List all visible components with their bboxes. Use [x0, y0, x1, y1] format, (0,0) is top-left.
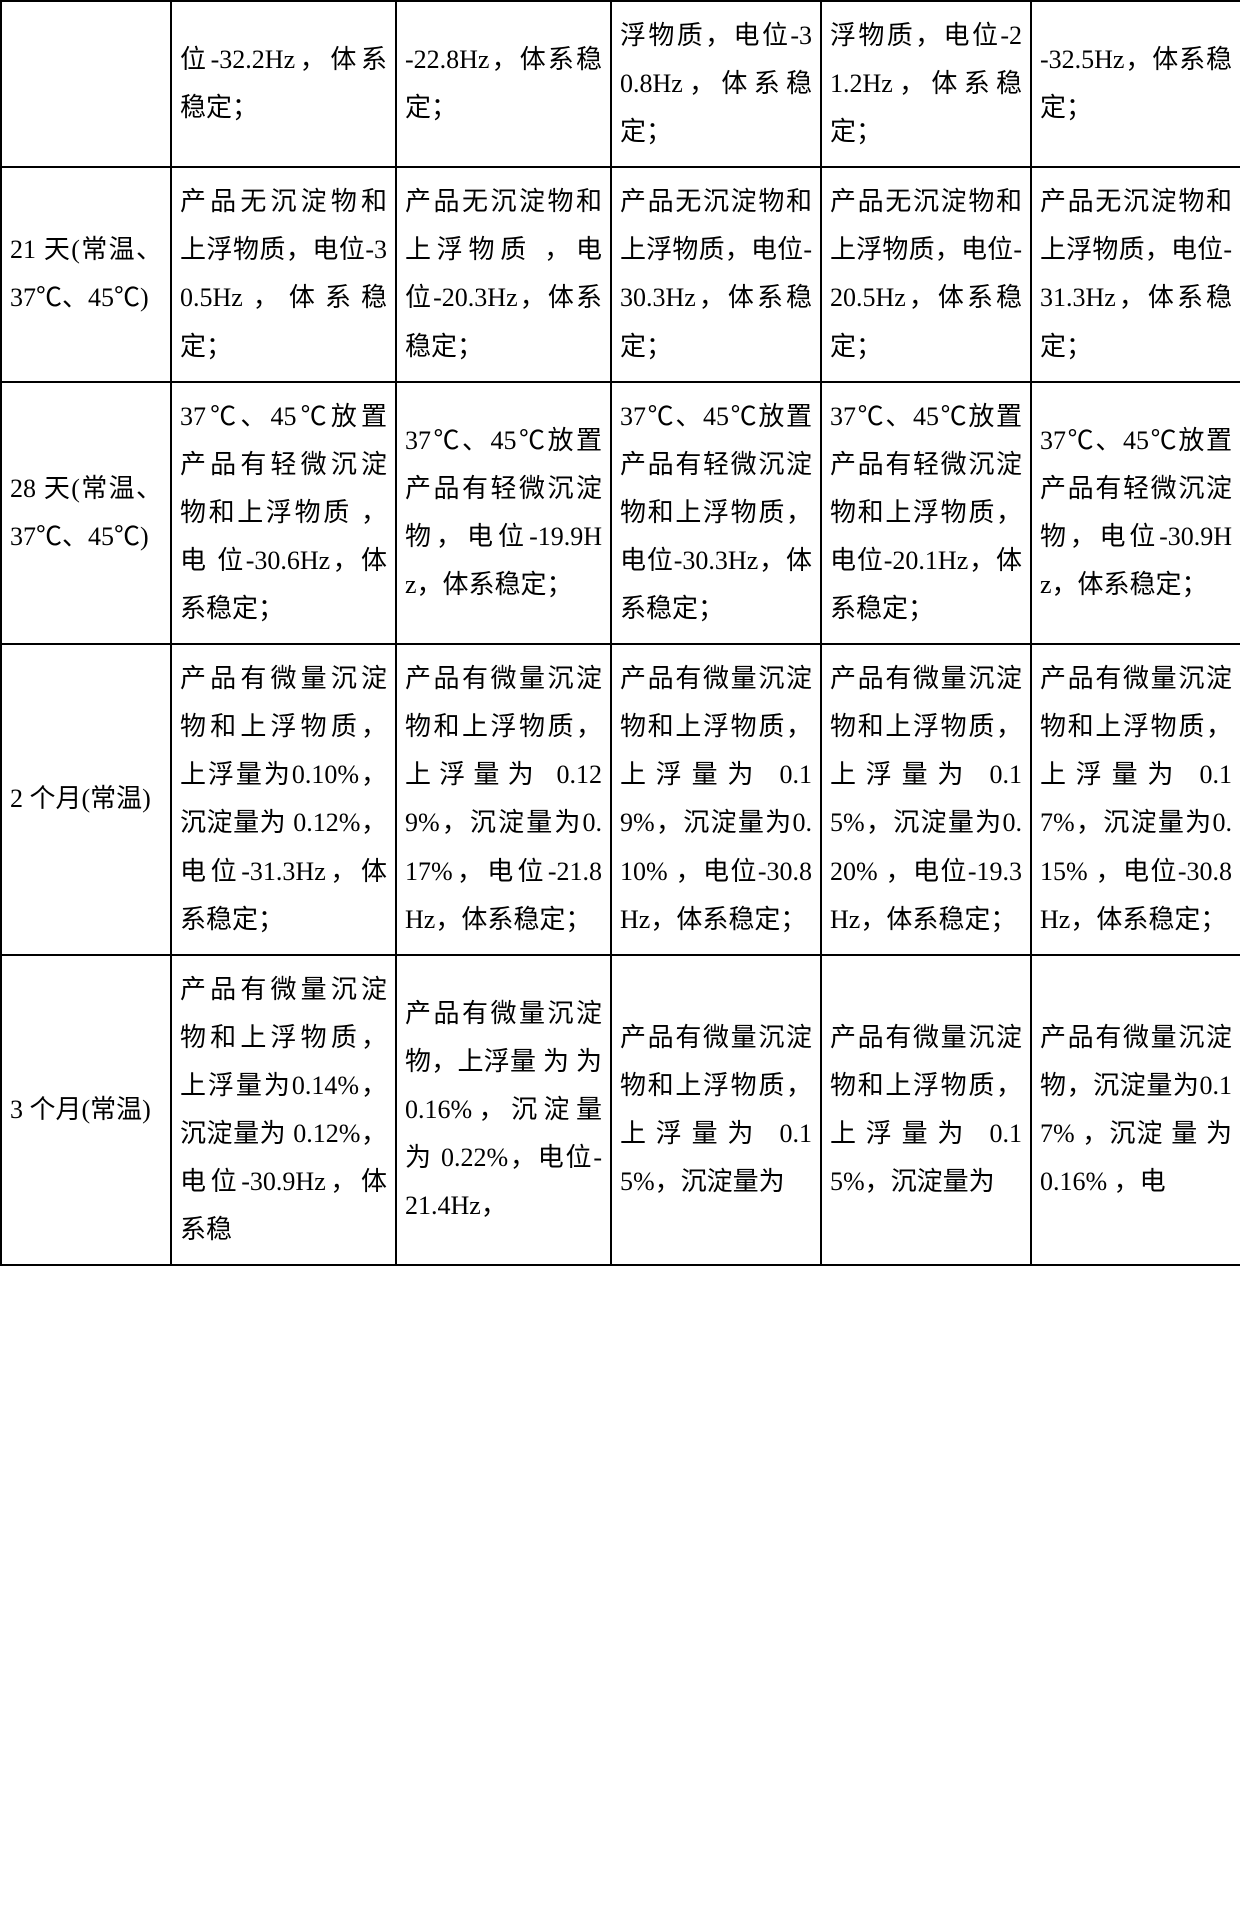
cell: 产品无沉淀物和上浮物质，电位-30.3Hz，体系稳定； [611, 167, 821, 381]
table-row: 21 天(常温、37℃、45℃) 产品无沉淀物和上浮物质，电位-30.5Hz，体… [1, 167, 1240, 381]
row-label: 21 天(常温、37℃、45℃) [1, 167, 171, 381]
cell: -32.5Hz，体系稳定； [1031, 1, 1240, 167]
cell: 产品无沉淀物和上浮物质 ，电 位-20.3Hz，体系稳定； [396, 167, 611, 381]
cell: 产品有微量沉淀物和上浮物质，上浮量为0.10%，沉淀量为 0.12%，电位-31… [171, 644, 396, 955]
table-row: 3 个月(常温) 产品有微量沉淀物和上浮物质，上浮量为0.14%，沉淀量为 0.… [1, 955, 1240, 1266]
table-row: 位-32.2Hz，体系稳定； -22.8Hz，体系稳定； 浮物质，电位-30.8… [1, 1, 1240, 167]
cell: 37℃、45℃放置产品有轻微沉淀物和上浮物质，电位-20.1Hz，体系稳定； [821, 382, 1031, 644]
cell: 浮物质，电位-30.8Hz，体系稳定； [611, 1, 821, 167]
row-label [1, 1, 171, 167]
cell: 37℃、45℃放置产品有轻微沉淀物和上浮物质，电位-30.3Hz，体系稳定； [611, 382, 821, 644]
cell: 37℃、45℃放置产品有轻微沉淀物，电位-30.9Hz，体系稳定； [1031, 382, 1240, 644]
cell: -22.8Hz，体系稳定； [396, 1, 611, 167]
cell: 产品有微量沉淀物和上浮物质，上浮量为 0.19%，沉淀量为0.10% ，电位-3… [611, 644, 821, 955]
cell: 产品有微量沉淀物和上浮物质，上浮量为 0.15%，沉淀量为 [821, 955, 1031, 1266]
cell: 产品无沉淀物和上浮物质，电位-31.3Hz，体系稳定； [1031, 167, 1240, 381]
cell: 37℃、45℃放置产品有轻微沉淀物，电位-19.9Hz，体系稳定； [396, 382, 611, 644]
cell: 产品有微量沉淀物和上浮物质，上浮量为 0.15%，沉淀量为0.20% ，电位-1… [821, 644, 1031, 955]
cell: 产品有微量沉淀物，上浮量 为 为0.16%，沉淀量为 0.22%，电位-21.4… [396, 955, 611, 1266]
cell: 37℃、45℃放置产品有轻微沉淀物和上浮物质 ，电 位-30.6Hz，体系稳定； [171, 382, 396, 644]
cell: 产品有微量沉淀物和上浮物质，上浮量为 0.15%，沉淀量为 [611, 955, 821, 1266]
cell: 位-32.2Hz，体系稳定； [171, 1, 396, 167]
row-label: 2 个月(常温) [1, 644, 171, 955]
table-row: 28 天(常温、37℃、45℃) 37℃、45℃放置产品有轻微沉淀物和上浮物质 … [1, 382, 1240, 644]
row-label: 28 天(常温、37℃、45℃) [1, 382, 171, 644]
cell: 产品有微量沉淀物和上浮物质，上浮量为 0.129%，沉淀量为0.17%，电位-2… [396, 644, 611, 955]
cell: 产品无沉淀物和上浮物质，电位-20.5Hz，体系稳定； [821, 167, 1031, 381]
row-label: 3 个月(常温) [1, 955, 171, 1266]
cell: 产品有微量沉淀物和上浮物质，上浮量为0.14%，沉淀量为 0.12%，电位-30… [171, 955, 396, 1266]
cell: 浮物质，电位-21.2Hz，体系稳定； [821, 1, 1031, 167]
stability-data-table: 位-32.2Hz，体系稳定； -22.8Hz，体系稳定； 浮物质，电位-30.8… [0, 0, 1240, 1266]
cell: 产品有微量沉淀物，沉淀量为0.17% ，沉淀 量 为0.16% ，电 [1031, 955, 1240, 1266]
table-row: 2 个月(常温) 产品有微量沉淀物和上浮物质，上浮量为0.10%，沉淀量为 0.… [1, 644, 1240, 955]
cell: 产品无沉淀物和上浮物质，电位-30.5Hz，体系稳定； [171, 167, 396, 381]
cell: 产品有微量沉淀物和上浮物质，上浮量为 0.17%，沉淀量为0.15% ，电位-3… [1031, 644, 1240, 955]
